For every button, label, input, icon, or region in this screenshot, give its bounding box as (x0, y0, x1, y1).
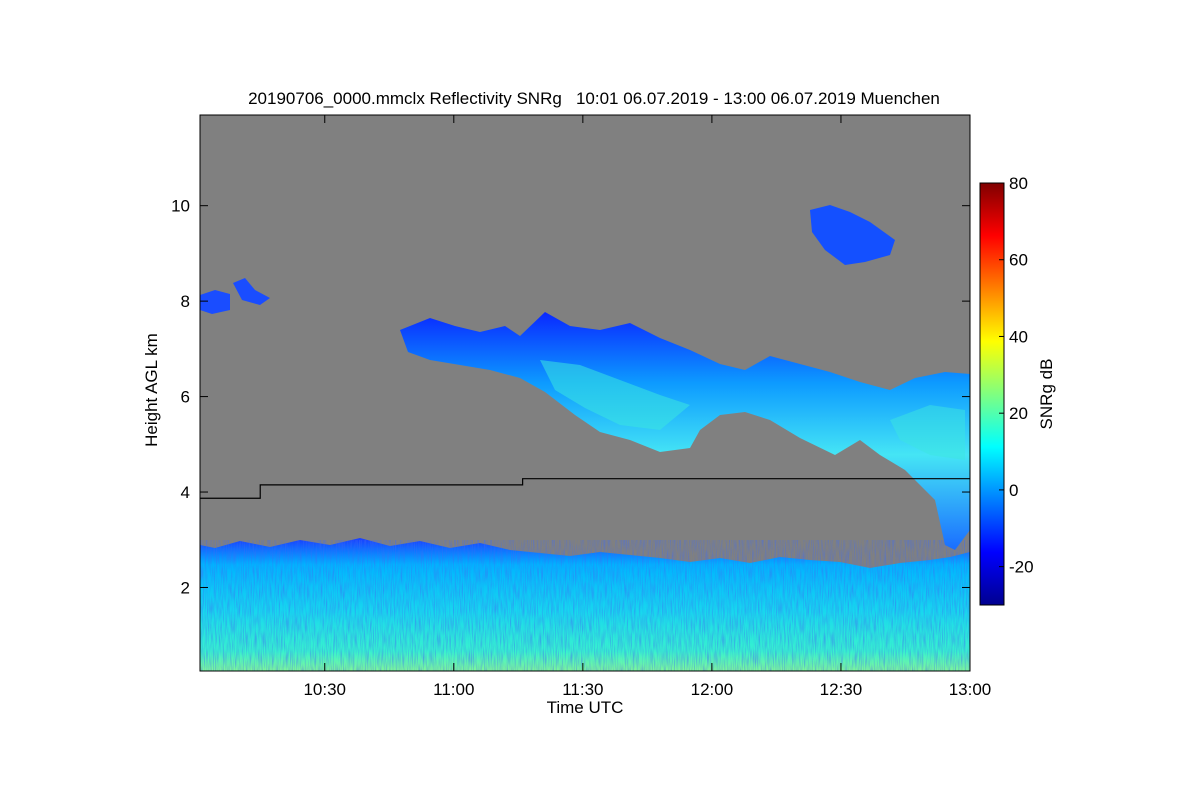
y-tick-label: 8 (181, 292, 190, 311)
x-tick-label: 11:30 (562, 680, 603, 699)
boundary-layer-noise (200, 540, 970, 671)
x-tick-label: 13:00 (949, 680, 992, 699)
height-step-polyline (200, 478, 970, 499)
x-tick-label: 11:00 (433, 680, 474, 699)
y-axis-label: Height AGL km (142, 333, 161, 447)
plot-frame (199, 114, 971, 672)
colorbar-tick-label: 40 (1009, 327, 1028, 346)
upper-patch-west (200, 290, 230, 314)
colorbar-ticks: -20 0 20 40 60 80 (999, 174, 1034, 577)
y-axis: 2 4 6 8 10 (171, 197, 970, 597)
cloud-core-east (890, 405, 965, 460)
y-tick-label: 2 (181, 578, 190, 597)
x-axis: 10:30 11:00 11:30 12:00 12:30 13:00 (303, 115, 991, 699)
mid-level-cloud (400, 312, 970, 550)
colorbar-tick-label: 20 (1009, 404, 1028, 423)
colorbar-tick-label: -20 (1009, 558, 1034, 577)
plot-area (200, 115, 970, 671)
colorbar: -20 0 20 40 60 80 SNRg dB (979, 174, 1056, 606)
x-axis-label: Time UTC (547, 698, 624, 717)
x-tick-label: 12:30 (820, 680, 863, 699)
x-tick-label: 10:30 (303, 680, 346, 699)
colorbar-tick-label: 80 (1009, 174, 1028, 193)
colorbar-tick-label: 60 (1009, 251, 1028, 270)
colorbar-tick-label: 0 (1009, 481, 1018, 500)
x-tick-label: 12:00 (691, 680, 734, 699)
y-tick-label: 4 (181, 483, 190, 502)
cloud-core (540, 360, 690, 430)
y-tick-label: 6 (181, 388, 190, 407)
upper-patch-mid (233, 278, 270, 305)
y-tick-label: 10 (171, 197, 190, 216)
chart-title: 20190706_0000.mmclx Reflectivity SNRg 10… (248, 89, 940, 108)
colorbar-gradient (979, 182, 1005, 606)
upper-cloud (810, 205, 895, 265)
height-step-line (200, 478, 970, 499)
colorbar-label: SNRg dB (1037, 359, 1056, 430)
